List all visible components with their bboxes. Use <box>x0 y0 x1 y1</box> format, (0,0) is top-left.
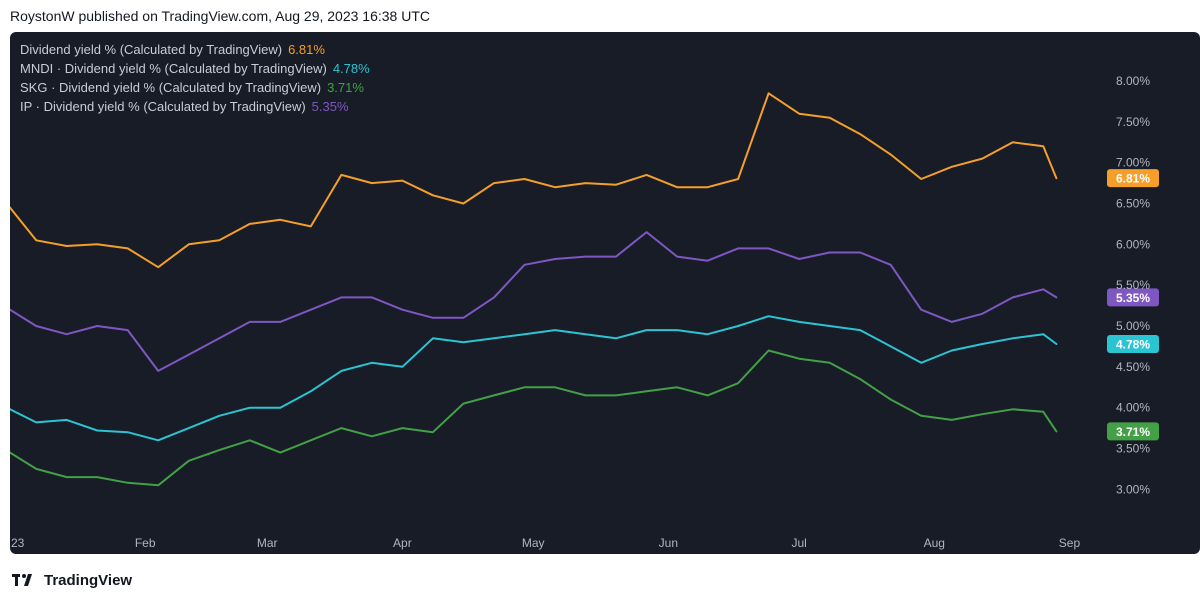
x-tick-label: Sep <box>1059 536 1081 550</box>
published-text: RoystonW published on TradingView.com, A… <box>10 8 430 24</box>
brand-label: TradingView <box>44 571 133 589</box>
price-tag-label: 3.71% <box>1116 425 1150 439</box>
legend-series-value: 3.71% <box>327 80 364 95</box>
x-tick-label: Jul <box>791 536 806 550</box>
price-tag-1: 6.81% <box>1107 169 1159 188</box>
y-tick-label: 3.00% <box>1116 482 1150 496</box>
legend-series-name: MNDI · Dividend yield % (Calculated by T… <box>20 61 327 76</box>
price-tag-label: 5.35% <box>1116 291 1150 305</box>
y-tick-label: 5.50% <box>1116 278 1150 292</box>
y-tick-label: 4.00% <box>1116 401 1150 415</box>
series-line-4[interactable] <box>10 231 1058 372</box>
x-tick-label: May <box>522 536 545 550</box>
y-tick-label: 3.50% <box>1116 442 1150 456</box>
legend-row-3[interactable]: SKG · Dividend yield % (Calculated by Tr… <box>20 78 370 97</box>
chart-legend: Dividend yield % (Calculated by TradingV… <box>20 40 370 116</box>
series-line-2[interactable] <box>10 315 1058 442</box>
price-tag-label: 6.81% <box>1116 172 1150 186</box>
legend-series-value: 5.35% <box>311 99 349 114</box>
legend-series-name: SKG · Dividend yield % (Calculated by Tr… <box>20 80 322 95</box>
line-chart[interactable]: 6.81% 4.78% 3.71% 5.35% 3.00% 3.50% 4.00% 4.50… <box>10 32 1200 554</box>
y-tick-label: 5.00% <box>1116 319 1150 333</box>
legend-row-1[interactable]: Dividend yield % (Calculated by TradingV… <box>20 40 370 59</box>
publish-info: RoystonW published on TradingView.com, A… <box>0 0 1200 32</box>
price-tag-label: 4.78% <box>1116 337 1150 351</box>
price-tag-2: 4.78% <box>1107 334 1159 353</box>
legend-series-name: Dividend yield % (Calculated by TradingV… <box>20 42 283 57</box>
legend-row-2[interactable]: MNDI · Dividend yield % (Calculated by T… <box>20 59 370 78</box>
y-tick-label: 7.50% <box>1116 115 1150 129</box>
x-tick-label: 23 <box>11 536 25 550</box>
x-tick-label: Feb <box>135 536 156 550</box>
x-tick-label: Apr <box>393 536 412 550</box>
y-tick-label: 6.00% <box>1116 237 1150 251</box>
price-tag-4: 5.35% <box>1107 288 1159 307</box>
legend-series-value: 4.78% <box>332 61 370 76</box>
y-axis: 3.00% 3.50% 4.00% 4.50% 5.00% 5.50% 6.00% 6.50%… <box>1116 74 1150 496</box>
series-line-1[interactable] <box>10 92 1058 269</box>
series-line-3[interactable] <box>10 349 1058 487</box>
x-tick-label: Mar <box>257 536 278 550</box>
x-axis: 23 Feb Mar Apr May Jun Jul Aug Sep <box>11 536 1080 550</box>
y-tick-label: 4.50% <box>1116 360 1150 374</box>
x-tick-label: Aug <box>924 536 945 550</box>
x-tick-label: Jun <box>659 536 678 550</box>
series-layer <box>10 92 1058 487</box>
price-tag-3: 3.71% <box>1107 422 1159 441</box>
legend-row-4[interactable]: IP · Dividend yield % (Calculated by Tra… <box>20 97 370 116</box>
legend-series-name: IP · Dividend yield % (Calculated by Tra… <box>20 99 306 114</box>
tradingview-logo-icon <box>12 574 32 586</box>
chart-panel[interactable]: Dividend yield % (Calculated by TradingV… <box>10 32 1200 554</box>
price-labels: 6.81% 4.78% 3.71% 5.35% <box>1107 169 1159 441</box>
y-tick-label: 8.00% <box>1116 74 1150 88</box>
legend-series-value: 6.81% <box>288 42 325 57</box>
footer-brand[interactable]: TradingView <box>12 568 132 592</box>
y-tick-label: 7.00% <box>1116 156 1150 170</box>
y-tick-label: 6.50% <box>1116 197 1150 211</box>
